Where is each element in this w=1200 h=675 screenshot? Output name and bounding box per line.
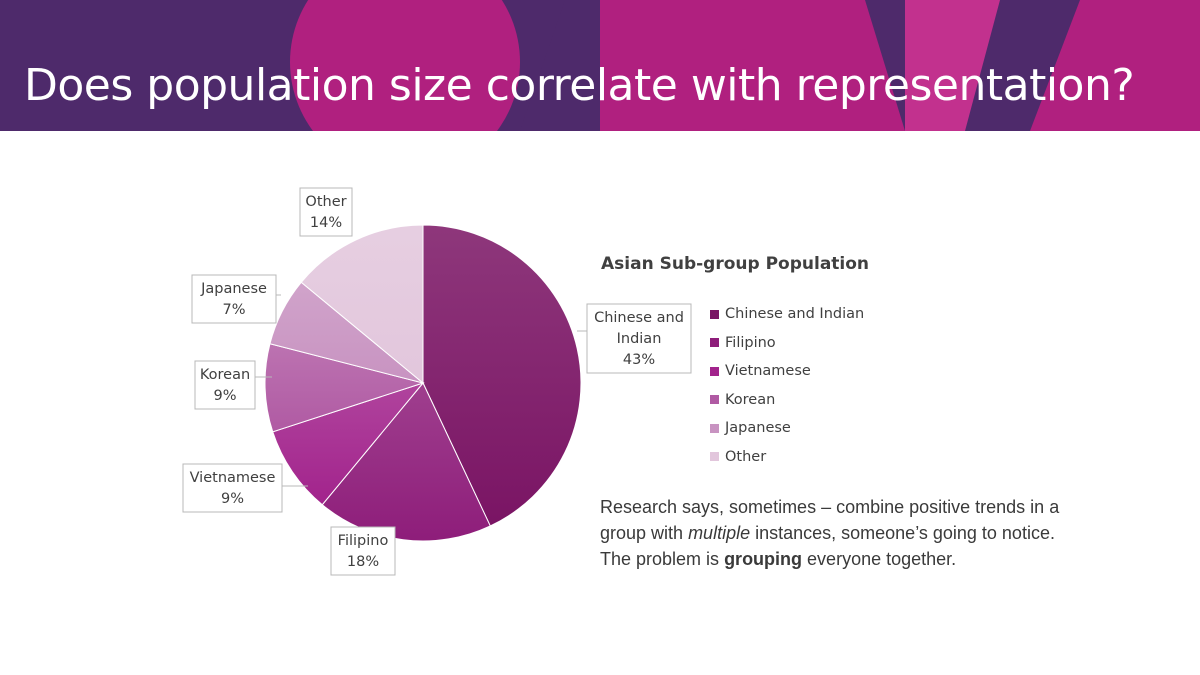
- data-label-text-chinese-and-indian: 43%: [623, 352, 655, 368]
- chart-title: Asian Sub-group Population: [601, 254, 870, 274]
- research-note: Research says, sometimes – combine posit…: [600, 494, 1080, 572]
- data-label-filipino: Filipino 18%: [330, 526, 396, 576]
- data-label-box-chinese-and-indian: [586, 303, 692, 374]
- data-label-text-japanese: Japanese: [200, 281, 267, 297]
- legend-swatch-vietnamese: [710, 366, 719, 376]
- legend-swatch-japanese: [710, 423, 719, 433]
- data-label-box-korean: [194, 360, 256, 410]
- legend-item-other: Other: [710, 443, 864, 472]
- data-label-text-other: Other: [305, 194, 346, 210]
- pie-slice-filipino: [321, 382, 491, 542]
- legend-label-filipino: Filipino: [725, 334, 776, 351]
- legend-label-vietnamese: Vietnamese: [725, 363, 811, 380]
- data-label-text-vietnamese: 9%: [221, 491, 244, 507]
- banner-decoration: [290, 0, 1200, 131]
- pie-chart: Chinese and Indian 43% Filipino 18% Vietnames…: [182, 187, 692, 576]
- legend-label-japanese: Japanese: [725, 420, 791, 437]
- data-label-japanese: Japanese 7%: [191, 274, 281, 324]
- data-label-text-korean: Korean: [200, 367, 250, 383]
- data-label-text-filipino: Filipino: [338, 533, 389, 549]
- legend-item-filipino: Filipino: [710, 329, 864, 358]
- legend-swatch-filipino: [710, 338, 719, 348]
- legend-label-chinese-and-indian: Chinese and Indian: [725, 306, 865, 323]
- legend-item-korean: Korean: [710, 386, 864, 415]
- banner-block-1: [600, 0, 905, 131]
- legend-swatch-chinese-and-indian: [710, 309, 719, 319]
- data-label-text-chinese-and-indian: Indian: [617, 331, 662, 347]
- legend-swatch-other: [710, 452, 719, 462]
- legend-item-chinese-and-indian: Chinese and Indian: [710, 300, 864, 329]
- legend-item-vietnamese: Vietnamese: [710, 357, 864, 386]
- chart-legend: Chinese and Indian Filipino Vietnamese Kore…: [710, 300, 864, 471]
- legend-label-korean: Korean: [725, 391, 776, 408]
- slide-title: Does population size correlate with repr…: [24, 60, 1135, 111]
- data-label-other: Other 14%: [299, 187, 353, 237]
- data-label-text-filipino: 18%: [347, 554, 379, 570]
- note-text-3: everyone together.: [802, 549, 957, 569]
- data-label-box-vietnamese: [182, 463, 283, 513]
- pie-callouts: Chinese and Indian 43% Filipino 18% Vietnames…: [182, 187, 692, 576]
- data-label-chinese-and-indian: Chinese and Indian 43%: [577, 303, 692, 374]
- data-label-box-other: [299, 187, 353, 237]
- banner-circle: [290, 0, 520, 131]
- note-strong: grouping: [724, 549, 803, 569]
- pie-slice-korean: [264, 343, 425, 433]
- legend-swatch-korean: [710, 395, 719, 405]
- legend-item-japanese: Japanese: [710, 414, 864, 443]
- note-text-1: Research says, sometimes – combine posit…: [600, 497, 1060, 543]
- pie-slice-vietnamese: [272, 381, 425, 506]
- note-emphasis: multiple: [688, 523, 751, 543]
- data-label-box-japanese: [191, 274, 277, 324]
- pie-slice-chinese-and-indian: [422, 224, 582, 527]
- data-label-text-korean: 9%: [213, 388, 236, 404]
- legend-label-other: Other: [725, 448, 767, 465]
- data-label-box-filipino: [330, 526, 396, 576]
- pie-slices: [264, 224, 582, 542]
- data-label-text-vietnamese: Vietnamese: [190, 470, 276, 486]
- data-label-text-other: 14%: [310, 215, 342, 231]
- banner-block-2: [905, 0, 1000, 131]
- data-label-korean: Korean 9%: [194, 360, 272, 410]
- pie-slice-other: [300, 224, 424, 385]
- data-label-text-chinese-and-indian: Chinese and: [594, 310, 684, 326]
- data-label-text-japanese: 7%: [222, 302, 245, 318]
- title-banner: Does population size correlate with repr…: [0, 0, 1200, 131]
- note-text-2: instances, someone’s going to notice. Th…: [600, 523, 1055, 569]
- data-label-vietnamese: Vietnamese 9%: [182, 463, 308, 513]
- banner-block-3: [1030, 0, 1200, 131]
